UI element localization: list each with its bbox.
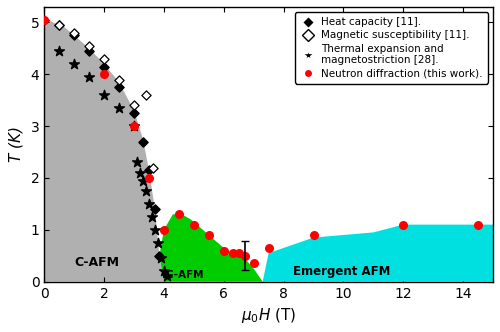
Point	[130, 124, 138, 129]
Point	[139, 178, 147, 183]
Point	[151, 207, 159, 212]
Point	[156, 253, 164, 258]
Point	[160, 227, 168, 232]
Point	[115, 77, 123, 82]
Point	[205, 232, 213, 238]
Point	[100, 92, 108, 98]
Point	[136, 170, 144, 175]
Y-axis label: $T$ (K): $T$ (K)	[7, 126, 25, 163]
Point	[40, 17, 48, 23]
Point	[115, 85, 123, 90]
Point	[220, 248, 228, 253]
Polygon shape	[160, 214, 262, 282]
Point	[130, 103, 138, 108]
Point	[139, 139, 147, 144]
Point	[85, 74, 93, 80]
Point	[145, 175, 153, 181]
Point	[151, 227, 159, 232]
Point	[250, 261, 258, 266]
Point	[115, 105, 123, 111]
Point	[55, 23, 63, 28]
Point	[70, 30, 78, 36]
Point	[85, 48, 93, 54]
Point	[400, 222, 407, 227]
Point	[150, 165, 158, 170]
Polygon shape	[262, 225, 493, 282]
Point	[130, 111, 138, 116]
Point	[130, 124, 138, 129]
Text: Emergent AFM: Emergent AFM	[292, 265, 390, 279]
Point	[190, 222, 198, 227]
Legend: Heat capacity [11]., Magnetic susceptibility [11]., Thermal expansion and
magnet: Heat capacity [11]., Magnetic susceptibi…	[295, 12, 488, 84]
Text: C-AFM: C-AFM	[74, 256, 119, 269]
Point	[310, 232, 318, 238]
Point	[145, 201, 153, 207]
Point	[228, 250, 236, 256]
Point	[160, 269, 168, 274]
Point	[240, 253, 248, 258]
Point	[145, 168, 153, 173]
Point	[100, 64, 108, 69]
Text: IC-AFM: IC-AFM	[162, 270, 204, 280]
Point	[85, 43, 93, 48]
Point	[154, 240, 162, 245]
Point	[148, 214, 156, 219]
Point	[163, 274, 171, 279]
Point	[142, 92, 150, 98]
Point	[70, 61, 78, 67]
Point	[234, 250, 242, 256]
Point	[264, 245, 272, 251]
Point	[133, 160, 141, 165]
Point	[55, 48, 63, 54]
Polygon shape	[44, 17, 164, 282]
Point	[175, 211, 183, 217]
Point	[157, 256, 165, 261]
Point	[474, 222, 482, 227]
Point	[55, 23, 63, 28]
X-axis label: $\mu_0H$ (T): $\mu_0H$ (T)	[241, 306, 296, 325]
Point	[142, 188, 150, 194]
Point	[40, 17, 48, 23]
Point	[100, 72, 108, 77]
Point	[70, 33, 78, 38]
Point	[100, 56, 108, 61]
